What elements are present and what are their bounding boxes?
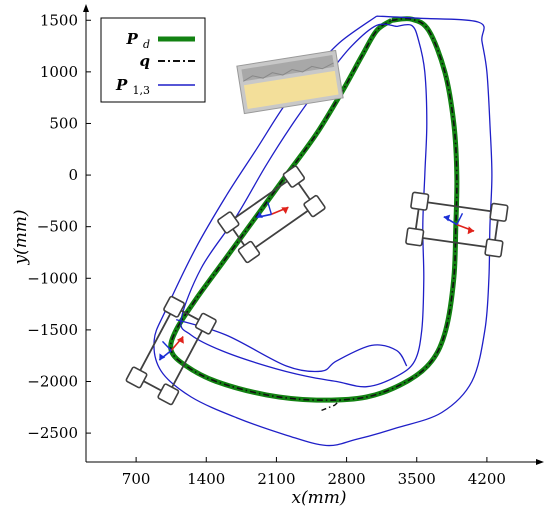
vehicle-layer xyxy=(125,165,509,406)
vehicle-arrow-blue2 xyxy=(456,212,464,225)
vehicle-wheel xyxy=(282,165,306,188)
y-axis-label: y(mm) xyxy=(11,209,31,265)
vehicle-2 xyxy=(405,191,509,258)
vehicle-wheel xyxy=(157,383,180,406)
track-inset-image xyxy=(236,49,344,115)
x-tick-label: 3500 xyxy=(398,470,436,488)
q-detour-segment xyxy=(321,398,343,412)
y-axis-arrow xyxy=(83,4,89,12)
x-tick-label: 700 xyxy=(122,470,151,488)
series-line-4 xyxy=(176,318,408,373)
vehicle-arrow-blue-head xyxy=(159,353,166,361)
y-tick-label: 500 xyxy=(49,114,78,132)
legend-label-pd: P d xyxy=(125,30,150,51)
vehicle-wheel xyxy=(237,240,261,264)
series-line-1 xyxy=(169,17,458,401)
vehicle-arrow-red-head xyxy=(281,207,289,214)
axes-layer: 700 1400 2100 2800 3500 4200 1500 1000 500 0 −500 −… xyxy=(11,4,544,508)
y-tick-label: 0 xyxy=(68,166,78,184)
vehicle-wheel xyxy=(194,312,217,335)
vehicle-body xyxy=(413,200,500,250)
vehicle-wheel xyxy=(303,194,326,218)
y-tick-label: −500 xyxy=(37,218,78,236)
vehicle-wheel xyxy=(410,191,430,211)
series-layer xyxy=(153,15,493,447)
x-axis-arrow xyxy=(536,459,544,465)
vehicle-wheel xyxy=(163,295,185,318)
y-tick-label: −1000 xyxy=(27,269,78,287)
vehicle-wheel xyxy=(405,227,425,247)
vehicle-arrow-blue2 xyxy=(161,340,172,352)
vehicle-arrow-red-head xyxy=(467,226,475,235)
vehicle-0 xyxy=(125,295,217,406)
vehicle-wheel xyxy=(489,202,509,222)
legend: P d q P 1,3 xyxy=(100,17,206,103)
x-tick-label: 1400 xyxy=(187,470,225,488)
vehicle-body xyxy=(227,175,316,254)
legend-label-q: q xyxy=(140,52,151,70)
x-tick-label: 2800 xyxy=(327,470,365,488)
series-line-3 xyxy=(180,23,428,388)
vehicle-arrow-red-head xyxy=(176,336,184,344)
vehicle-arrow-blue-head xyxy=(443,214,451,222)
y-tick-label: −1500 xyxy=(27,321,78,339)
vehicle-body xyxy=(135,305,208,396)
y-tick-label: 1000 xyxy=(40,63,78,81)
vehicle-arrow-blue2 xyxy=(267,201,273,215)
series-line-2 xyxy=(153,15,493,447)
vehicle-arrow-blue-head xyxy=(256,211,263,218)
x-tick-label: 4200 xyxy=(468,470,506,488)
x-axis-label: x(mm) xyxy=(291,488,346,508)
vehicle-wheel xyxy=(125,366,148,389)
y-tick-label: −2500 xyxy=(27,424,78,442)
x-tick-label: 2100 xyxy=(257,470,295,488)
legend-label-p13: P 1,3 xyxy=(115,76,150,97)
y-tick-label: −2000 xyxy=(27,372,78,390)
vehicle-wheel xyxy=(484,238,504,258)
vehicle-wheel xyxy=(217,211,240,234)
vehicle-1 xyxy=(217,165,326,264)
y-tick-label: 1500 xyxy=(40,11,78,29)
